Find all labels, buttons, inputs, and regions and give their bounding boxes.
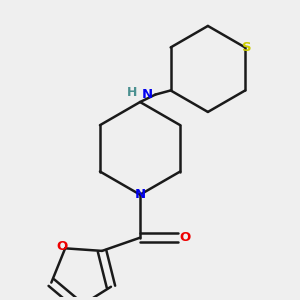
Text: O: O xyxy=(56,240,68,253)
Text: O: O xyxy=(180,231,191,244)
Text: N: N xyxy=(142,88,153,101)
Text: H: H xyxy=(127,86,137,99)
Text: N: N xyxy=(134,188,146,201)
Text: S: S xyxy=(242,41,252,54)
